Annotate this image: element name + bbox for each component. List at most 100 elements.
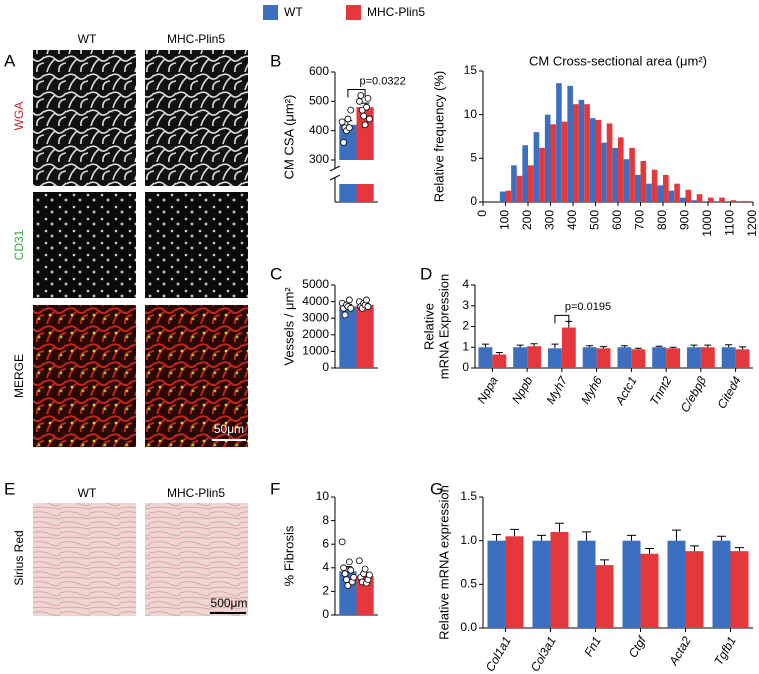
bar xyxy=(674,183,680,202)
x-tick-label: 1000 xyxy=(700,210,714,237)
data-point xyxy=(338,118,346,126)
data-point xyxy=(355,97,363,105)
bar xyxy=(505,190,512,202)
x-tick-label: Col3a1 xyxy=(528,634,559,674)
bar xyxy=(666,348,681,368)
error-bar xyxy=(481,343,489,348)
micrograph xyxy=(33,503,136,616)
y-axis-label: Relative frequency (%) xyxy=(431,71,446,203)
error-bar xyxy=(690,344,698,348)
data-point xyxy=(357,92,365,99)
data-point xyxy=(344,582,352,589)
data-point xyxy=(364,303,372,310)
y-tick-label: 4000 xyxy=(302,294,329,308)
bar xyxy=(487,540,506,628)
micrograph xyxy=(33,192,136,298)
y-tick-label: 10 xyxy=(464,107,478,121)
bar xyxy=(667,540,686,628)
legend-label: WT xyxy=(284,5,303,19)
column-label: MHC-Plin5 xyxy=(167,486,225,500)
bar xyxy=(339,124,357,160)
significance-label: p=0.0195 xyxy=(565,301,611,313)
x-tick-label: Tgfb1 xyxy=(711,634,738,668)
y-tick-label: 10 xyxy=(316,489,330,503)
micrograph xyxy=(145,192,248,298)
y-tick-label: 6 xyxy=(322,536,329,550)
y-tick-label: 0 xyxy=(470,194,477,208)
error-bar xyxy=(735,547,744,552)
y-tick-label: 8 xyxy=(322,513,329,527)
y-axis-label: Relative xyxy=(421,303,436,350)
error-bar xyxy=(672,529,681,541)
bar xyxy=(584,104,590,202)
y-tick-label: 500 xyxy=(309,94,329,108)
panel-label: G xyxy=(430,479,443,498)
bar xyxy=(356,304,374,368)
bar xyxy=(623,159,630,202)
micrograph xyxy=(145,50,248,186)
data-point xyxy=(347,106,355,114)
bar-stub xyxy=(356,184,374,202)
y-tick-label: 1 xyxy=(462,339,469,353)
error-bar xyxy=(645,548,654,554)
bar xyxy=(622,540,641,628)
bar xyxy=(527,346,542,368)
bar xyxy=(516,175,523,202)
panel-label: F xyxy=(270,479,280,498)
error-bar xyxy=(530,343,538,347)
data-point xyxy=(338,538,346,546)
bar xyxy=(578,99,585,202)
bar xyxy=(561,327,576,368)
y-tick-label: 300 xyxy=(309,152,329,166)
data-point xyxy=(345,124,353,132)
y-tick-label: 0.0 xyxy=(460,620,477,634)
error-bar xyxy=(655,345,663,348)
bar xyxy=(595,565,614,628)
bar xyxy=(721,347,736,368)
significance-label: p=0.0322 xyxy=(360,75,406,87)
y-tick-label: 4 xyxy=(462,277,469,291)
bar xyxy=(606,123,613,202)
bar xyxy=(719,197,725,202)
bar xyxy=(657,185,663,202)
x-tick-label: 1200 xyxy=(745,210,759,237)
row-label: Sirius Red xyxy=(12,530,26,585)
x-tick-label: Ctgf xyxy=(626,633,650,661)
column-label: WT xyxy=(78,486,97,500)
error-bar xyxy=(739,346,747,350)
micrograph xyxy=(33,305,136,447)
y-tick-label: 1.5 xyxy=(460,489,477,503)
bar xyxy=(511,165,517,202)
micrograph xyxy=(145,503,248,616)
bar xyxy=(505,536,524,628)
y-tick-label: 0 xyxy=(322,607,329,621)
error-bar xyxy=(717,535,726,541)
data-point xyxy=(345,558,353,566)
bar xyxy=(595,119,602,202)
error-bar xyxy=(537,534,546,541)
data-point xyxy=(347,566,355,574)
micrograph xyxy=(145,305,248,447)
panel-label: A xyxy=(4,51,16,70)
x-tick-label: Acta2 xyxy=(666,634,694,669)
bar xyxy=(618,137,624,202)
error-bar xyxy=(627,534,636,541)
error-bar xyxy=(586,345,594,348)
data-point xyxy=(345,296,353,304)
data-point xyxy=(341,311,349,319)
bar xyxy=(478,347,493,368)
bar xyxy=(640,160,647,202)
x-tick-label: Nppb xyxy=(509,374,536,406)
error-bar xyxy=(725,344,733,348)
bar xyxy=(567,85,573,202)
x-tick-label: 500 xyxy=(588,210,602,230)
bar xyxy=(499,191,506,202)
panel-e: E WT MHC-Plin5 Sirius Red 500μm xyxy=(4,479,248,616)
bar xyxy=(629,147,635,202)
y-tick-label: 4 xyxy=(322,560,329,574)
x-tick-label: 400 xyxy=(565,210,579,230)
data-point xyxy=(343,576,350,583)
error-bar xyxy=(600,559,609,566)
x-tick-label: 900 xyxy=(678,210,692,230)
bar xyxy=(741,201,748,202)
